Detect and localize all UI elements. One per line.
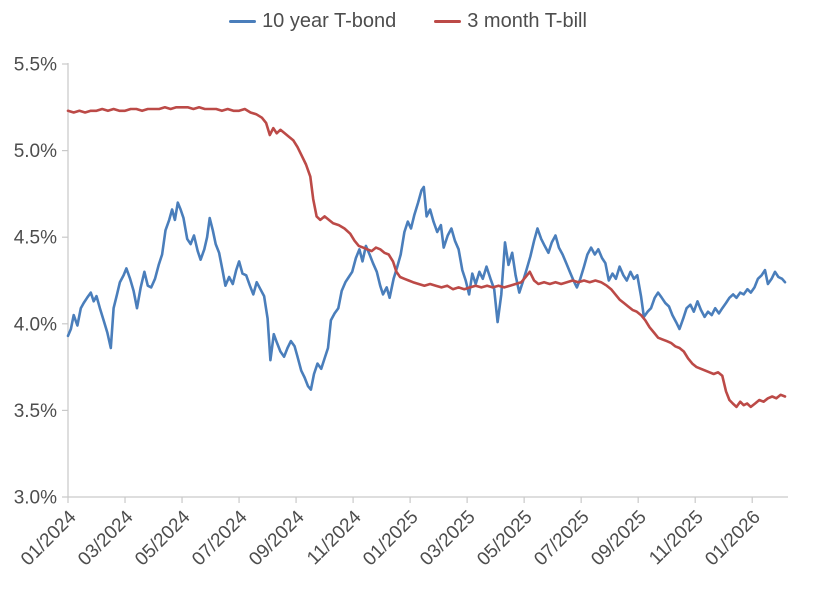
series-line-tbond	[66, 185, 787, 391]
x-tick-label: 05/2024	[131, 506, 195, 570]
x-tick-label: 03/2025	[416, 507, 479, 570]
y-tick-label: 4.0%	[14, 314, 57, 335]
legend-item-tbill: 3 month T-bill	[434, 10, 587, 33]
legend-label-tbill: 3 month T-bill	[467, 10, 587, 32]
y-tick-label: 3.0%	[14, 488, 57, 509]
x-tick-label: 05/2025	[473, 507, 536, 570]
x-tick-label: 01/2025	[359, 507, 422, 570]
series-line-tbill	[66, 106, 787, 409]
x-tick-label: 01/2024	[17, 506, 81, 570]
x-tick-label: 07/2024	[188, 506, 252, 570]
legend-label-tbond: 10 year T-bond	[262, 10, 397, 32]
x-tick-label: 09/2024	[245, 506, 309, 570]
y-tick-label: 3.5%	[14, 401, 57, 422]
chart-legend: 10 year T-bond 3 month T-bill	[0, 10, 816, 33]
x-tick-label: 09/2025	[587, 507, 650, 570]
y-tick-label: 4.5%	[14, 228, 57, 249]
x-tick-label: 11/2024	[303, 506, 366, 569]
y-tick-label: 5.0%	[14, 141, 57, 162]
x-tick-label: 03/2024	[74, 506, 138, 570]
tbond-line-swatch	[229, 19, 257, 24]
x-tick-label: 01/2026	[701, 507, 764, 570]
y-tick-label: 5.5%	[14, 55, 57, 76]
x-tick-label: 11/2025	[645, 507, 707, 569]
legend-item-tbond: 10 year T-bond	[229, 10, 396, 33]
tbill-line-swatch	[434, 19, 462, 24]
x-tick-label: 07/2025	[530, 507, 593, 570]
